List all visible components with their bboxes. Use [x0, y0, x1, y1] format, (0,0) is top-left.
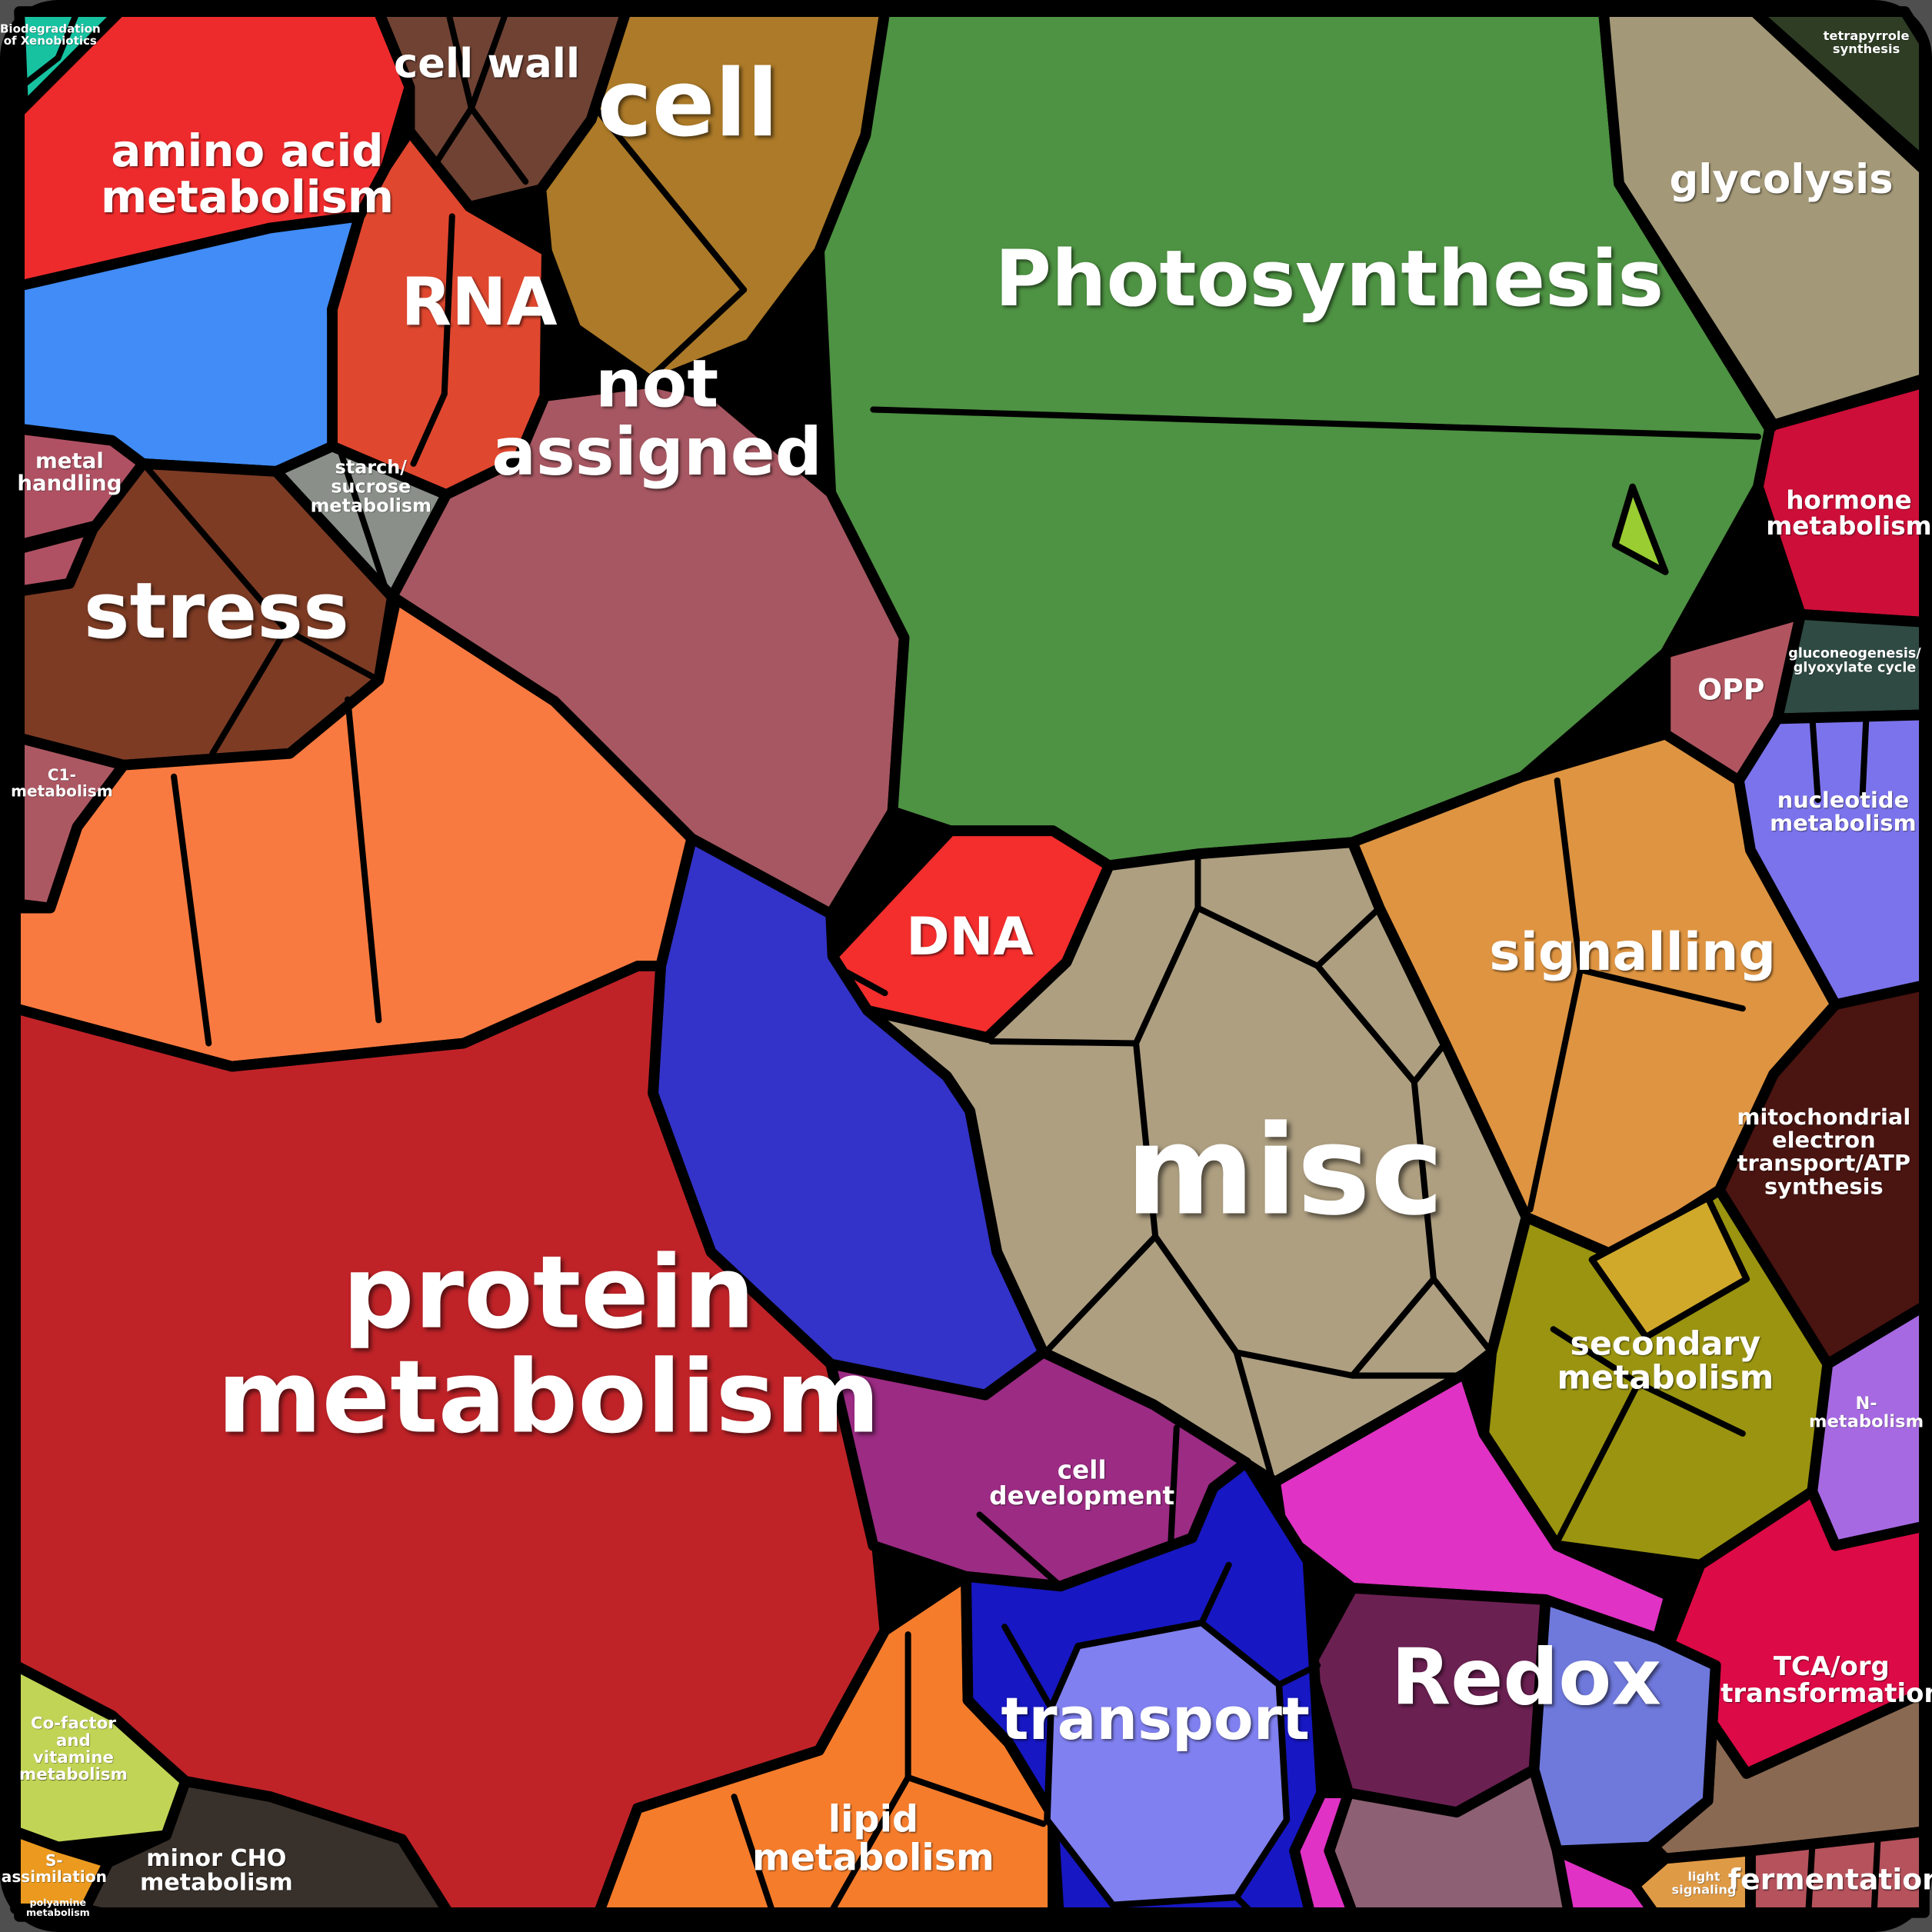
cell-border: [1233, 1349, 1274, 1480]
region-transport-light-cell[interactable]: [1044, 1619, 1291, 1909]
cell-border: [1275, 1662, 1321, 1688]
stress-label: stress: [84, 566, 349, 656]
biodegradation-of-xenobiotics-label: Biodegradation of Xenobiotics: [0, 22, 101, 48]
tca-org-transformation-label: TCA/org transformation: [1720, 1651, 1932, 1708]
gluconeogenesis-glyoxylate-label: gluconeogenesis/glyoxylate cycle: [1788, 646, 1921, 675]
cell-border: [1233, 1349, 1356, 1379]
cell-border: [646, 286, 748, 382]
cofactor-vitamine-metabolism-label: Co-factor and vitamine metabolism: [19, 1714, 128, 1785]
rna-label: RNA: [401, 265, 557, 341]
cell-border: [345, 696, 382, 1024]
minor-cho-metabolism-label: minor CHO metabolism: [140, 1845, 293, 1896]
signalling-label: signalling: [1489, 921, 1776, 982]
cell-border: [55, 8, 81, 62]
fermentation-label: fermentation: [1728, 1863, 1932, 1897]
cell-border: [1314, 904, 1383, 970]
s-assimilation-label: S-assimilation: [2, 1851, 107, 1886]
cell-border: [904, 1774, 1047, 1827]
light-signaling-label: light signaling: [1672, 1870, 1737, 1897]
cell-border: [1411, 1040, 1448, 1085]
region-light-signaling[interactable]: [1629, 1845, 1756, 1918]
cell-border: [976, 1511, 1064, 1590]
cell-border: [731, 1794, 776, 1916]
cell-border: [1001, 1624, 1054, 1711]
redox-plum-label: Redox: [1391, 1633, 1661, 1723]
cell-border: [988, 1038, 1140, 1047]
transport-light-cell-label: transport: [1001, 1685, 1309, 1753]
cell-development-label: cell development: [989, 1455, 1174, 1511]
cell-border: [1577, 967, 1746, 1012]
cell-border: [1805, 1844, 1816, 1916]
region-dna[interactable]: [827, 825, 1114, 1043]
cell-border: [1870, 1832, 1881, 1916]
cell-border: [1809, 713, 1821, 803]
region-secondary-metabolism-gold[interactable]: [1588, 1194, 1750, 1341]
region-redox-magenta[interactable]: [1270, 1368, 1675, 1644]
region-polyamine-metabolism[interactable]: [14, 1903, 98, 1922]
nucleotide-metabolism-label: nucleotide metabolism: [1770, 787, 1917, 836]
cell-border: [445, 8, 475, 112]
cell-border: [1152, 1233, 1240, 1356]
photosynthesis-label: Photosynthesis: [994, 234, 1664, 324]
cell-border: [1550, 1326, 1642, 1387]
cell-border: [1411, 1078, 1437, 1282]
cell-border: [410, 391, 448, 467]
mitochondrial-etc-atp-label: mitochondrial electron transport/ATP synthe…: [1737, 1104, 1910, 1199]
region-tetrapyrrole-synthesis[interactable]: [1748, 6, 1930, 168]
amino-acid-metabolism-label: amino acid metabolism: [101, 125, 394, 223]
tetrapyrrole-synthesis-label: tetrapyrrole synthesis: [1824, 28, 1910, 56]
cell-border: [20, 55, 62, 88]
misc-label: misc: [1126, 1099, 1444, 1243]
cell-border: [828, 1774, 911, 1916]
cell-border: [171, 773, 212, 1047]
polyamine-metabolism-label: polyamine metabolism: [26, 1897, 90, 1918]
cell-border: [1133, 1040, 1159, 1240]
hormone-metabolism-label: hormone metabolism: [1766, 485, 1931, 541]
cell-border: [1527, 967, 1584, 1213]
cell-border: [1314, 962, 1417, 1085]
n-metabolism-label: N-metabolism: [1809, 1394, 1924, 1432]
cell-wall-label: cell wall: [394, 40, 580, 87]
cell-border: [1233, 1894, 1255, 1916]
cell-border: [209, 626, 289, 757]
cell-border: [870, 406, 1761, 440]
dna-label: DNA: [906, 906, 1034, 967]
region-photosynthesis-accent[interactable]: [1611, 483, 1669, 575]
lipid-metabolism-label: lipid metabolism: [752, 1799, 994, 1880]
cell-label: cell: [597, 50, 778, 158]
cell-border: [1194, 904, 1321, 970]
secondary-metabolism-label: secondary metabolism: [1557, 1324, 1774, 1397]
cell-border: [337, 447, 390, 595]
cell-border: [1349, 1275, 1437, 1379]
c1-metabolism-label: C1-metabolism: [11, 765, 113, 800]
region-redox-magenta-corner[interactable]: [1551, 1845, 1660, 1918]
cell-border: [143, 464, 289, 633]
cell-border: [1168, 1424, 1180, 1547]
cell-border: [1198, 1561, 1232, 1627]
opp-label: OPP: [1697, 672, 1764, 706]
metal-handling-label: metal handling: [17, 448, 122, 496]
not-assigned-label: not assigned: [491, 346, 822, 491]
starch-sucrose-metabolism-label: starch/sucrose metabolism: [311, 457, 431, 517]
cell-border: [1554, 777, 1584, 974]
cell-border: [468, 8, 510, 112]
cell-border: [1430, 1275, 1495, 1356]
cell-border: [1045, 1233, 1159, 1352]
cell-border: [468, 105, 529, 185]
cell-border: [595, 108, 748, 293]
protein-metabolism-label: protein metabolism: [217, 1234, 880, 1456]
glycolysis-label: glycolysis: [1670, 156, 1894, 203]
region-minor-cho-metabolism[interactable]: [79, 1776, 454, 1918]
cell-border: [1635, 1380, 1746, 1437]
cell-border: [1554, 1380, 1642, 1545]
cell-border: [1859, 711, 1870, 799]
cell-border: [441, 213, 455, 398]
cell-border: [1133, 904, 1201, 1047]
cell-border: [282, 626, 382, 684]
